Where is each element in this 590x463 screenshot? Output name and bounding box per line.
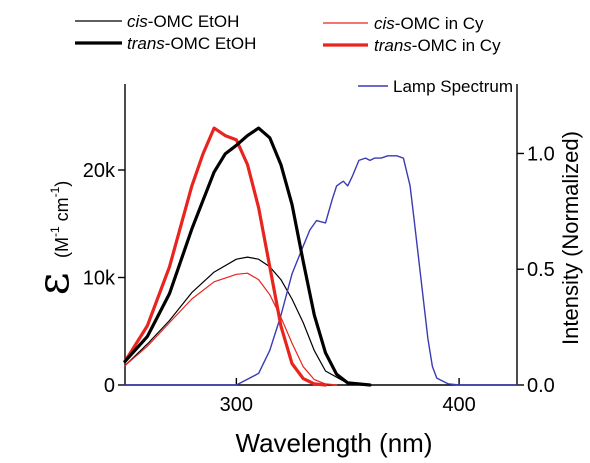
y-left-tick-label: 10k (83, 268, 116, 290)
x-tick-label: 300 (220, 394, 253, 416)
series-line-lamp-spectrum (124, 155, 518, 386)
legend-label: cis-OMC EtOH (127, 12, 239, 31)
legend-label: trans-OMC EtOH (127, 34, 256, 53)
legend-item-cis-omc-etoh: cis-OMC EtOH (75, 12, 239, 31)
series-layer (123, 126, 518, 387)
legend-item-trans-omc-etoh: trans-OMC EtOH (75, 34, 256, 53)
y-axis-right-label: Intensity (Normalized) (558, 131, 583, 345)
legend-label: trans-OMC in Cy (374, 36, 501, 55)
y-left-tick-label: 20k (83, 160, 116, 182)
y-right-tick-label: 0.5 (527, 259, 555, 281)
y-left-tick-label: 0 (104, 375, 115, 397)
x-axis-label: Wavelength (nm) (236, 428, 433, 458)
series-line-trans-omc-etoh (123, 126, 372, 387)
x-tick-label: 400 (442, 394, 475, 416)
legend-label: Lamp Spectrum (393, 77, 513, 96)
series-line-cis-omc-in-cy (124, 272, 338, 386)
legend-item-trans-omc-in-cy: trans-OMC in Cy (323, 36, 501, 55)
y-right-tick-label: 0.0 (527, 375, 555, 397)
legend: cis-OMC EtOH trans-OMC EtOH cis-OMC in C… (75, 12, 513, 96)
y-axis-left-label: ε (M-1 cm-1) (28, 181, 79, 296)
legend-item-lamp-spectrum: Lamp Spectrum (358, 77, 513, 96)
legend-label: cis-OMC in Cy (374, 14, 484, 33)
y-right-tick-label: 1.0 (527, 143, 555, 165)
epsilon-symbol: ε (28, 273, 79, 296)
ticks: 300 400 0 10k 20k 0.0 0.5 1.0 (83, 143, 555, 416)
legend-item-cis-omc-in-cy: cis-OMC in Cy (323, 14, 484, 33)
y-left-label-text: ε (M-1 cm-1) (28, 181, 79, 296)
series-line-cis-omc-etoh (124, 256, 371, 386)
series-line-trans-omc-in-cy (123, 126, 328, 387)
